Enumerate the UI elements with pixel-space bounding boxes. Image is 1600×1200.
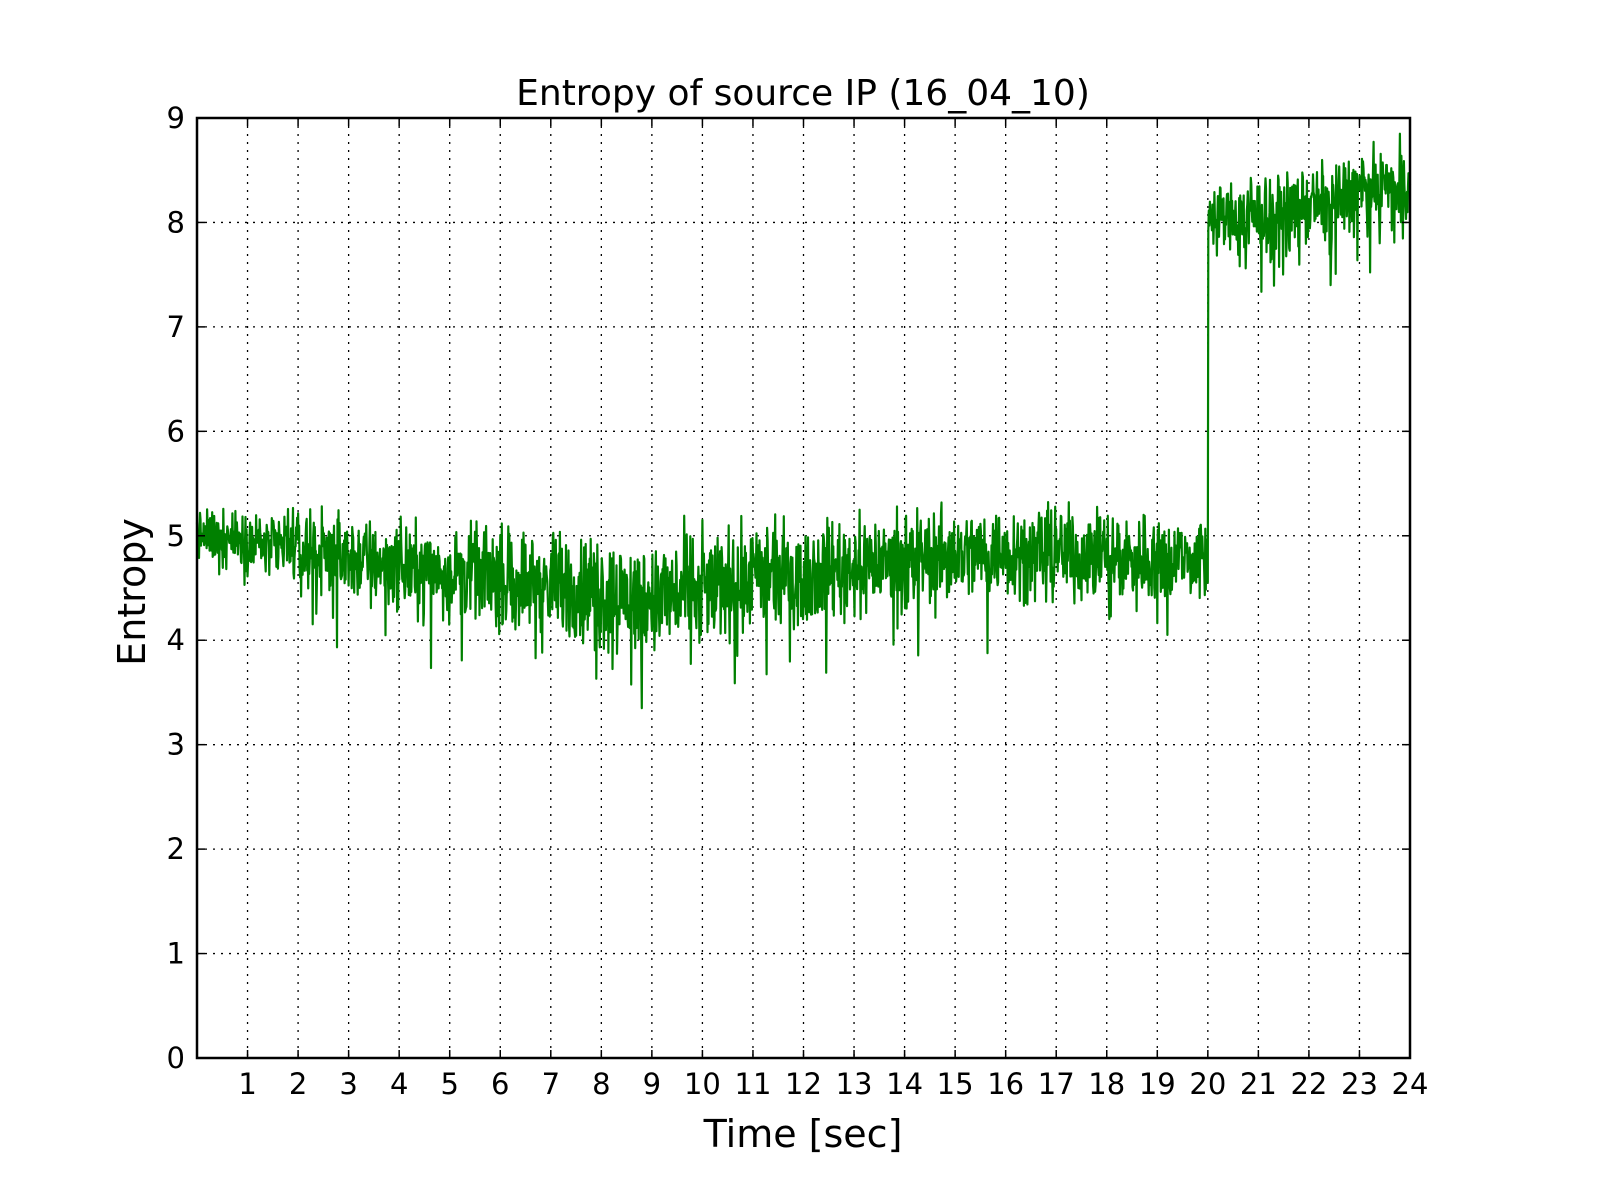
y-tick-label: 4 [167, 623, 185, 657]
y-tick-label: 0 [167, 1041, 185, 1075]
x-axis: 1 2 3 4 5 6 7 8 9 10 11 12 13 14 15 16 17 18 19 20 21 22 23 24 [238, 118, 1428, 1101]
x-tick-label: 8 [592, 1067, 610, 1101]
x-tick-label: 10 [684, 1067, 721, 1101]
x-tick-label: 7 [542, 1067, 560, 1101]
x-tick-label: 4 [390, 1067, 408, 1101]
x-tick-label: 11 [735, 1067, 772, 1101]
x-tick-label: 9 [643, 1067, 661, 1101]
y-axis: 0 1 2 3 4 5 6 7 8 9 [167, 101, 1410, 1075]
x-tick-label: 5 [440, 1067, 458, 1101]
chart-title: Entropy of source IP (16_04_10) [516, 73, 1090, 114]
y-tick-label: 6 [167, 414, 185, 448]
x-tick-label: 21 [1240, 1067, 1277, 1101]
x-tick-label: 6 [491, 1067, 509, 1101]
series-line [195, 132, 1412, 710]
y-tick-label: 1 [167, 937, 185, 971]
x-tick-label: 1 [238, 1067, 256, 1101]
x-tick-label: 16 [987, 1067, 1024, 1101]
y-tick-label: 5 [167, 519, 185, 553]
x-tick-label: 2 [289, 1067, 307, 1101]
x-tick-label: 13 [836, 1067, 873, 1101]
x-tick-label: 14 [886, 1067, 923, 1101]
data-series [195, 132, 1412, 710]
y-tick-label: 3 [167, 728, 185, 762]
y-axis-title: Entropy [110, 518, 154, 666]
y-tick-label: 7 [167, 310, 185, 344]
x-tick-label: 24 [1392, 1067, 1429, 1101]
x-tick-label: 19 [1139, 1067, 1176, 1101]
y-tick-label: 9 [167, 101, 185, 135]
x-axis-title: Time [sec] [703, 1112, 903, 1156]
x-tick-label: 23 [1341, 1067, 1378, 1101]
x-tick-label: 17 [1038, 1067, 1075, 1101]
x-tick-label: 3 [339, 1067, 357, 1101]
x-tick-label: 15 [937, 1067, 974, 1101]
y-tick-label: 8 [167, 205, 185, 239]
x-tick-label: 20 [1189, 1067, 1226, 1101]
x-tick-label: 12 [785, 1067, 822, 1101]
x-tick-label: 22 [1290, 1067, 1327, 1101]
y-tick-label: 2 [167, 832, 185, 866]
x-tick-label: 18 [1088, 1067, 1125, 1101]
